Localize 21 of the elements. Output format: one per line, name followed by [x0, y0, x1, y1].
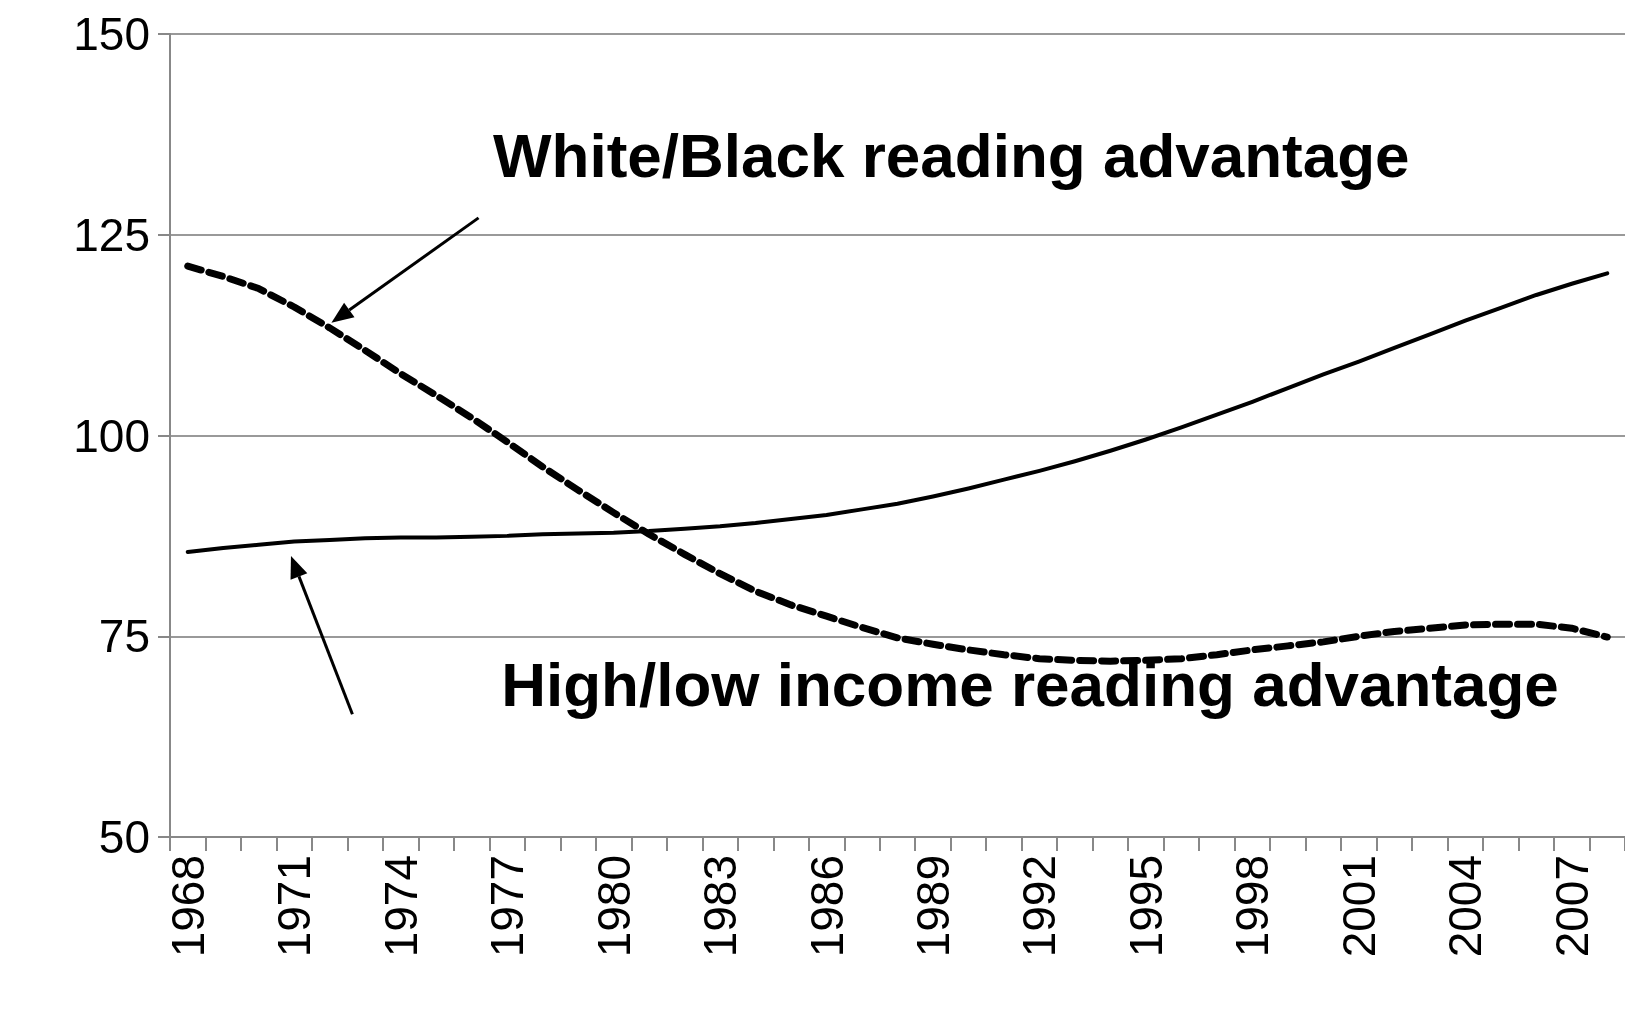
x-tick-label: 2001: [1332, 855, 1385, 958]
annotation: White/Black reading advantage: [493, 120, 1410, 190]
x-tick-label: 2004: [1439, 855, 1492, 958]
x-tick-label: 1995: [1119, 855, 1172, 958]
y-tick-label: 75: [98, 610, 150, 663]
y-tick-label: 150: [73, 8, 150, 60]
x-tick-label: 1974: [374, 855, 427, 958]
x-tick-label: 1971: [268, 855, 321, 958]
y-tick-label: 50: [98, 811, 150, 863]
x-tick-label: 1989: [906, 855, 959, 958]
y-tick-label: 100: [73, 409, 150, 462]
y-tick-label: 125: [73, 208, 150, 261]
x-tick-label: 1986: [800, 855, 853, 958]
x-tick-label: 2007: [1545, 855, 1598, 958]
x-tick-label: 1992: [1013, 855, 1066, 958]
x-tick-label: 1998: [1226, 855, 1279, 958]
x-tick-label: 1980: [587, 855, 640, 958]
annotation: High/low income reading advantage: [501, 650, 1559, 720]
x-tick-label: 1968: [161, 855, 214, 958]
x-tick-label: 1983: [694, 855, 747, 958]
x-tick-label: 1977: [481, 855, 534, 958]
